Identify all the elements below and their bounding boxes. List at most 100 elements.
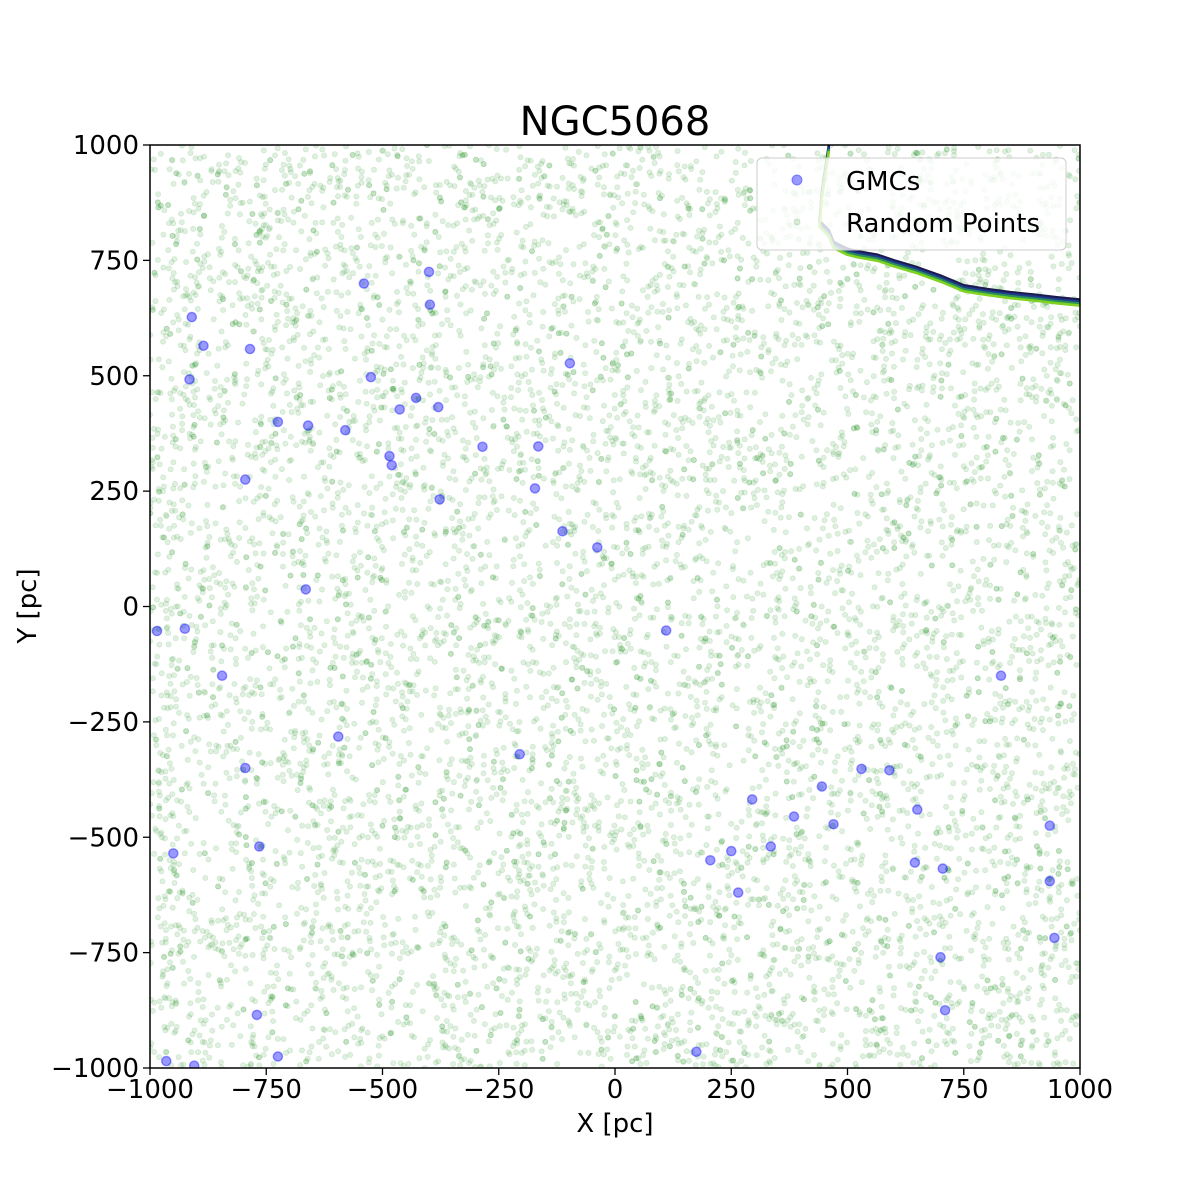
random-point bbox=[623, 914, 630, 921]
random-point bbox=[930, 899, 937, 906]
random-point bbox=[407, 824, 414, 831]
random-point bbox=[621, 787, 628, 794]
random-point bbox=[762, 411, 769, 418]
random-point bbox=[733, 899, 740, 906]
random-point bbox=[676, 868, 683, 875]
random-point bbox=[874, 446, 881, 453]
random-point bbox=[883, 355, 890, 362]
random-point bbox=[326, 1026, 333, 1033]
random-point bbox=[618, 400, 625, 407]
random-point bbox=[1030, 303, 1037, 310]
random-point bbox=[364, 858, 371, 865]
random-point bbox=[309, 952, 316, 959]
random-point bbox=[150, 459, 156, 465]
random-point bbox=[1038, 385, 1045, 392]
random-point bbox=[716, 223, 723, 230]
random-point bbox=[626, 843, 633, 850]
random-point bbox=[883, 792, 890, 799]
random-point bbox=[997, 693, 1004, 700]
random-point bbox=[351, 720, 358, 727]
random-point bbox=[529, 751, 536, 758]
random-point bbox=[797, 585, 804, 592]
random-point bbox=[827, 727, 834, 734]
random-point bbox=[952, 402, 959, 409]
random-point bbox=[378, 543, 385, 550]
random-point bbox=[233, 773, 240, 780]
random-point bbox=[694, 703, 701, 710]
random-point bbox=[327, 818, 334, 825]
random-point bbox=[683, 745, 690, 752]
random-point bbox=[627, 224, 634, 231]
random-point bbox=[211, 385, 218, 392]
random-point bbox=[863, 815, 870, 822]
random-point bbox=[227, 632, 234, 639]
random-point bbox=[843, 860, 850, 867]
random-point bbox=[326, 463, 333, 470]
random-point bbox=[327, 452, 334, 459]
random-point bbox=[412, 189, 419, 196]
random-point bbox=[389, 216, 396, 223]
random-point bbox=[709, 675, 716, 682]
random-point bbox=[900, 1050, 907, 1057]
random-point bbox=[727, 409, 734, 416]
random-point bbox=[834, 578, 841, 585]
random-point bbox=[527, 886, 534, 893]
random-point bbox=[511, 313, 518, 320]
random-point bbox=[726, 368, 733, 375]
random-point bbox=[949, 676, 956, 683]
random-point bbox=[956, 855, 963, 862]
random-point bbox=[410, 290, 417, 297]
random-point bbox=[1068, 522, 1075, 529]
random-point bbox=[995, 987, 1002, 994]
random-point bbox=[450, 779, 457, 786]
random-point bbox=[795, 335, 802, 342]
random-point bbox=[653, 902, 660, 909]
random-point bbox=[553, 594, 560, 601]
random-point bbox=[560, 913, 567, 920]
random-point bbox=[464, 695, 471, 702]
random-point bbox=[207, 287, 214, 294]
random-point bbox=[442, 293, 449, 300]
random-point bbox=[902, 254, 909, 261]
random-point bbox=[568, 990, 575, 997]
random-point bbox=[655, 580, 662, 587]
random-point bbox=[415, 153, 422, 160]
random-point bbox=[829, 984, 836, 991]
random-point bbox=[363, 400, 370, 407]
random-point bbox=[631, 836, 638, 843]
random-point bbox=[159, 338, 166, 345]
random-point bbox=[217, 610, 224, 617]
random-point bbox=[632, 580, 639, 587]
random-point bbox=[187, 976, 194, 983]
random-point bbox=[239, 400, 246, 407]
random-point bbox=[333, 436, 340, 443]
random-point bbox=[410, 1034, 417, 1041]
random-point bbox=[798, 341, 805, 348]
random-point bbox=[695, 348, 702, 355]
random-point bbox=[316, 798, 323, 805]
random-point bbox=[395, 915, 402, 922]
random-point bbox=[602, 761, 609, 768]
random-point bbox=[568, 322, 575, 329]
random-point bbox=[836, 303, 843, 310]
random-point bbox=[767, 1048, 774, 1055]
random-point bbox=[681, 163, 688, 170]
random-point bbox=[385, 684, 392, 691]
random-point bbox=[975, 595, 982, 602]
random-point bbox=[329, 786, 336, 793]
random-point bbox=[666, 912, 673, 919]
random-point bbox=[745, 725, 752, 732]
random-point bbox=[390, 931, 397, 938]
random-point bbox=[280, 247, 287, 254]
random-point bbox=[852, 777, 859, 784]
random-point bbox=[367, 905, 374, 912]
random-point bbox=[400, 184, 407, 191]
random-point bbox=[1048, 418, 1055, 425]
random-point bbox=[150, 1007, 156, 1014]
random-point bbox=[807, 584, 814, 591]
random-point bbox=[497, 365, 504, 372]
random-point bbox=[500, 263, 507, 270]
random-point bbox=[950, 780, 957, 787]
random-point bbox=[921, 701, 928, 708]
random-point bbox=[559, 206, 566, 213]
